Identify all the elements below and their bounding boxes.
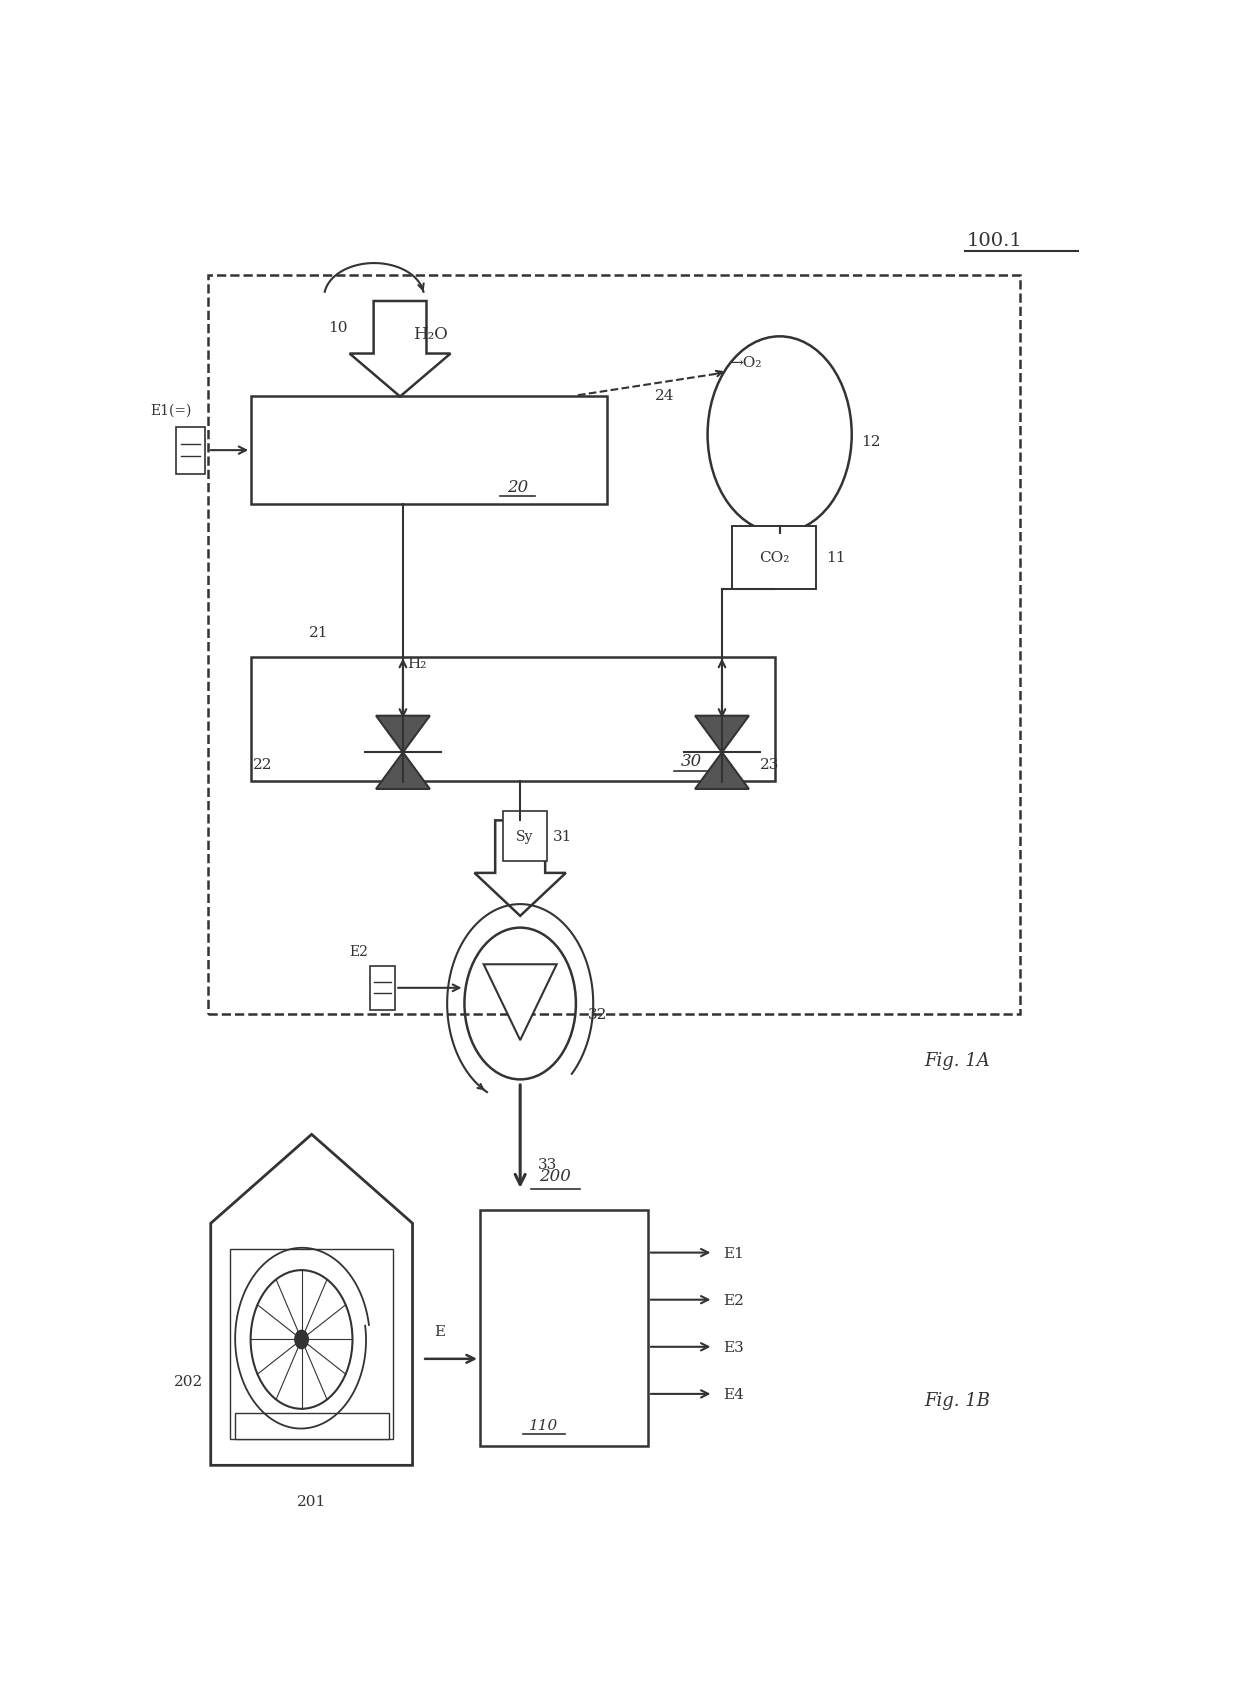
Bar [229,1250,393,1440]
Polygon shape [376,717,430,752]
Bar [234,1413,388,1440]
Bar [208,275,1019,1014]
Text: 100.1: 100.1 [967,231,1023,250]
Text: E: E [434,1324,445,1338]
Bar [176,428,205,474]
Text: Fig. 1B: Fig. 1B [924,1391,990,1409]
Text: 12: 12 [862,435,880,448]
Text: H₂O: H₂O [413,326,448,343]
Polygon shape [484,964,557,1041]
Text: 24: 24 [655,389,675,402]
Polygon shape [376,752,430,790]
Bar [732,526,816,589]
Polygon shape [211,1134,413,1465]
Text: E1: E1 [723,1246,744,1260]
Text: E2: E2 [723,1292,744,1307]
Circle shape [295,1331,309,1348]
Bar [250,397,606,504]
Bar [250,657,775,781]
Bar [480,1211,649,1447]
Text: 110: 110 [529,1418,558,1431]
Text: E3: E3 [723,1340,744,1353]
Text: 22: 22 [253,757,273,771]
Polygon shape [696,717,749,752]
Text: 202: 202 [174,1374,203,1387]
Text: 201: 201 [298,1494,326,1508]
Text: 33: 33 [537,1158,557,1172]
Text: 200: 200 [539,1167,572,1185]
Text: H₂: H₂ [407,657,427,671]
Polygon shape [696,752,749,790]
Text: E2: E2 [350,944,368,959]
Text: →O₂: →O₂ [729,357,761,370]
Text: 31: 31 [553,830,572,844]
Text: 32: 32 [588,1007,606,1022]
Text: E4: E4 [723,1387,744,1401]
Text: 30: 30 [681,752,702,769]
Bar [503,812,547,861]
Polygon shape [350,302,450,397]
Text: 21: 21 [309,625,329,640]
Polygon shape [475,820,565,917]
Text: E1(=): E1(=) [150,402,192,418]
Text: Sy: Sy [516,830,533,844]
Text: 11: 11 [826,552,846,565]
Text: 23: 23 [760,757,780,771]
Text: 20: 20 [507,479,528,496]
Text: 10: 10 [327,321,347,335]
Bar [371,966,396,1010]
Text: CO₂: CO₂ [759,552,789,565]
Text: Fig. 1A: Fig. 1A [924,1051,990,1070]
